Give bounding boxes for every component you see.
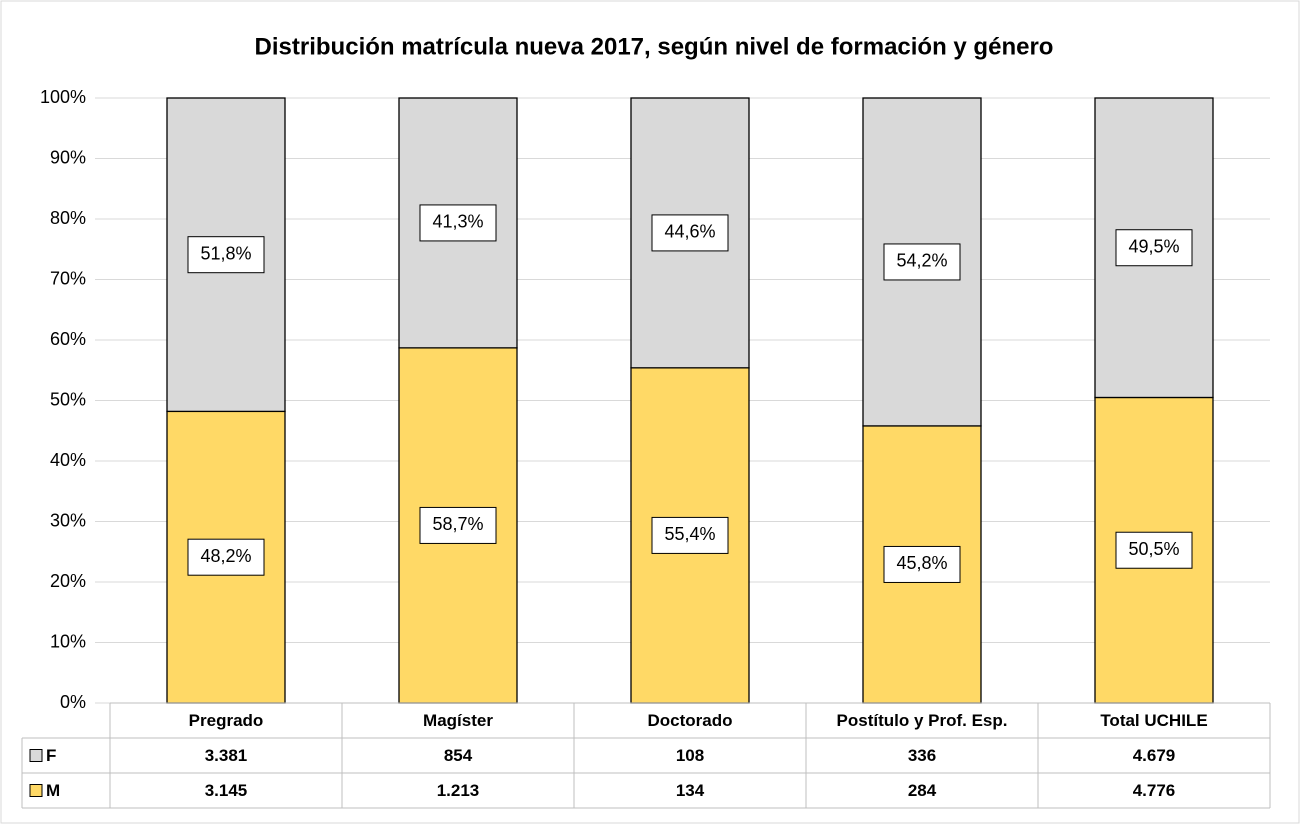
y-tick-label: 100% [40,87,86,107]
table-count: 3.381 [205,746,248,765]
y-tick-label: 20% [50,571,86,591]
legend-swatch [29,784,43,797]
table-count: 108 [676,746,704,765]
y-tick-label: 90% [50,147,86,167]
data-label: 45,8% [896,553,947,573]
table-count: 4.679 [1133,746,1176,765]
table-count: 336 [908,746,936,765]
y-tick-label: 30% [50,510,86,530]
data-label-box [419,506,497,544]
data-label: 50,5% [1128,539,1179,559]
data-label: 48,2% [200,546,251,566]
y-tick-label: 40% [50,450,86,470]
data-label-box [651,516,729,554]
data-label-box [187,236,265,274]
x-category-label: Pregrado [189,711,264,730]
data-label: 49,5% [1128,236,1179,256]
data-label: 55,4% [664,524,715,544]
data-label: 41,3% [432,212,483,232]
table-count: 3.145 [205,781,248,800]
legend-label: M [46,781,60,800]
table-count: 134 [676,781,705,800]
table-count: 1.213 [437,781,480,800]
chart-title: Distribución matrícula nueva 2017, según… [255,33,1054,60]
data-label-box [187,538,265,576]
data-label: 44,6% [664,222,715,242]
y-tick-label: 60% [50,329,86,349]
data-label-box [419,204,497,242]
data-label-box [651,214,729,252]
data-label: 58,7% [432,514,483,534]
table-count: 4.776 [1133,781,1176,800]
x-category-label: Postítulo y Prof. Esp. [837,711,1008,730]
legend-swatch [29,749,43,762]
data-label-box [1115,531,1193,569]
table-count: 854 [444,746,473,765]
data-label: 51,8% [200,243,251,263]
y-tick-label: 50% [50,389,86,409]
x-category-label: Magíster [423,711,493,730]
x-category-label: Doctorado [648,711,733,730]
y-tick-label: 80% [50,208,86,228]
y-tick-label: 10% [50,631,86,651]
legend-label: F [46,746,56,765]
y-tick-label: 70% [50,268,86,288]
data-label-box [883,545,961,583]
data-label: 54,2% [896,251,947,271]
data-label-box [1115,229,1193,267]
table-count: 284 [908,781,937,800]
data-label-box [883,243,961,281]
x-category-label: Total UCHILE [1100,711,1207,730]
y-tick-label: 0% [60,692,86,712]
